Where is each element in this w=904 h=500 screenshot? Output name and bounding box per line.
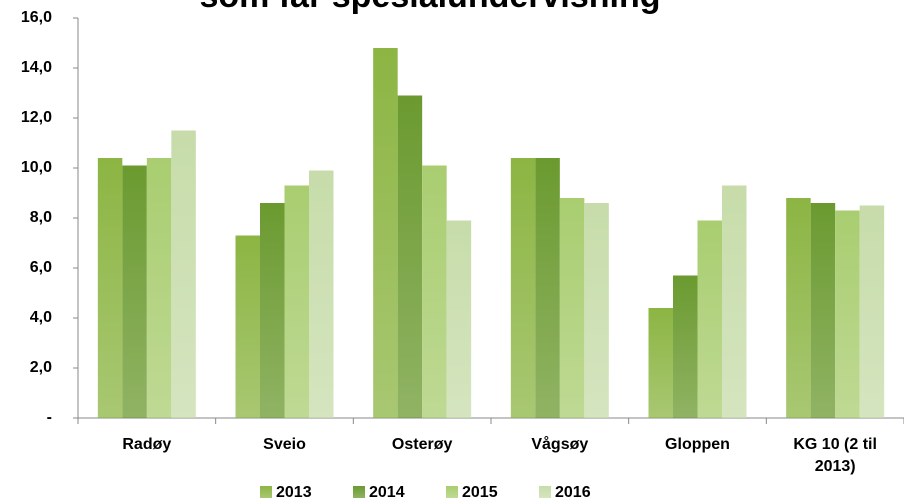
legend-label: 2014: [369, 484, 405, 500]
bar: [284, 185, 309, 418]
y-tick-label: 4,0: [30, 309, 52, 326]
bar: [535, 158, 560, 418]
y-tick-label: 10,0: [21, 159, 52, 176]
bar: [171, 130, 196, 418]
legend-label: 2015: [462, 484, 498, 500]
legend-swatch: [539, 486, 551, 498]
bar: [122, 165, 147, 418]
x-tick-label: Sveio: [263, 436, 306, 453]
y-tick-label: 6,0: [30, 259, 52, 276]
chart-title: som får spesialundervisning: [199, 0, 660, 15]
y-tick-label: 2,0: [30, 359, 52, 376]
bar: [584, 203, 609, 418]
bar: [510, 158, 536, 418]
bar: [397, 95, 423, 418]
bar: [786, 198, 811, 418]
bar: [697, 220, 722, 418]
bar: [97, 158, 123, 418]
y-tick-label: 8,0: [30, 209, 52, 226]
x-tick-label: Osterøy: [391, 436, 453, 453]
bar: [859, 205, 885, 418]
bar: [559, 198, 585, 418]
y-tick-label: 12,0: [21, 109, 52, 126]
bar: [810, 203, 836, 418]
bar: [722, 185, 747, 418]
x-tick-label: Gloppen: [665, 436, 730, 453]
bar: [309, 170, 334, 418]
bar: [446, 220, 472, 418]
legend-label: 2013: [276, 484, 312, 500]
legend-swatch: [260, 486, 272, 498]
y-tick-label: -: [47, 409, 52, 426]
legend-swatch: [446, 486, 458, 498]
bar: [422, 165, 447, 418]
bar: [648, 308, 673, 418]
y-tick-label: 14,0: [21, 59, 52, 76]
legend-label: 2016: [555, 484, 591, 500]
x-tick-label: Vågsøy: [531, 436, 589, 453]
y-tick-label: 16,0: [21, 9, 52, 26]
legend-swatch: [353, 486, 365, 498]
bar: [835, 210, 860, 418]
bar: [235, 235, 260, 418]
bar: [260, 203, 285, 418]
bar: [373, 48, 398, 418]
x-tick-label: Radøy: [122, 436, 172, 453]
x-tick-label: KG 10 (2 til 2013): [793, 436, 877, 475]
bar: [673, 275, 698, 418]
bar: [146, 158, 172, 418]
